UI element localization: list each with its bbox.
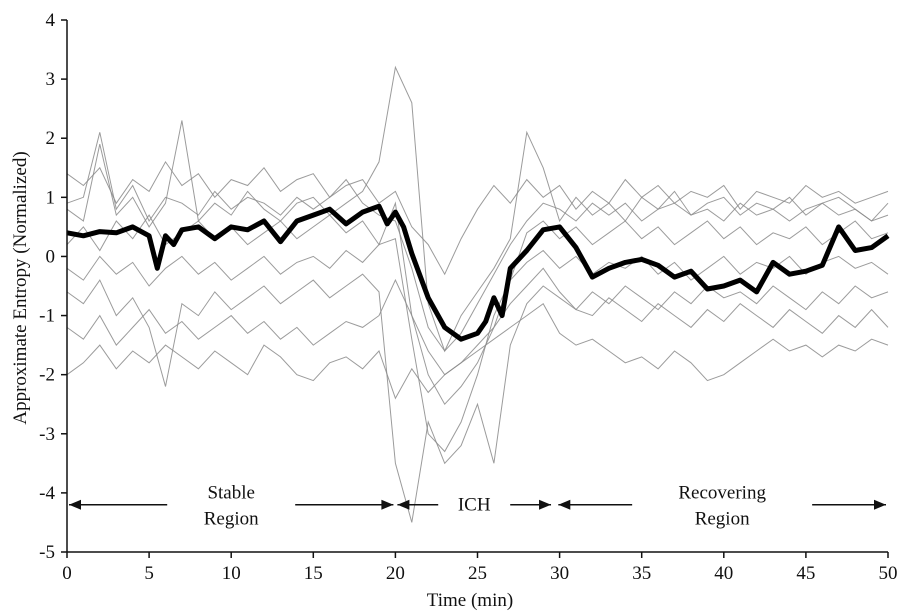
y-tick-label: -1 — [39, 306, 55, 327]
annotation-label: Region — [695, 509, 750, 530]
x-tick-label: 15 — [304, 563, 323, 584]
arrow-right-head — [381, 499, 394, 510]
individual-series-group — [66, 65, 889, 523]
y-tick-label: 4 — [46, 10, 56, 31]
y-tick-label: 0 — [46, 246, 56, 267]
individual-series-line-4 — [66, 238, 889, 453]
annotation-ich: ICH — [397, 495, 552, 516]
annotation-recovering: Recovering Region — [558, 483, 886, 530]
annotation-label: ICH — [458, 495, 491, 516]
x-tick-label: 35 — [632, 563, 651, 584]
y-tick-label: -3 — [39, 424, 55, 445]
individual-series-line-5 — [66, 273, 889, 523]
arrow-left-head — [558, 499, 571, 510]
mean-series-group — [66, 203, 890, 342]
x-axis-label: Time (min) — [427, 590, 513, 611]
y-tick-label: 2 — [46, 128, 56, 149]
x-tick-label: 40 — [714, 563, 733, 584]
x-tick-label: 30 — [550, 563, 569, 584]
y-axis-label: Approximate Entropy (Normalized) — [10, 151, 31, 424]
individual-series-line-3 — [66, 201, 889, 406]
annotation-stable: Stable Region — [69, 483, 394, 530]
individual-series-line-6 — [66, 267, 889, 376]
y-tick-label: -4 — [39, 483, 55, 504]
x-tick-label: 20 — [386, 563, 405, 584]
annotation-label: Region — [204, 509, 259, 530]
x-tick-label: 45 — [796, 563, 815, 584]
individual-series-line-8 — [66, 132, 889, 352]
annotation-label: Recovering — [678, 483, 766, 504]
y-tick-label: 3 — [46, 69, 56, 90]
x-tick-label: 10 — [222, 563, 241, 584]
y-tick-label: -2 — [39, 365, 55, 386]
mean-series-line — [66, 203, 890, 342]
arrow-right-head — [539, 499, 552, 510]
arrow-left-head — [69, 499, 81, 510]
annotation-label: Stable — [207, 483, 255, 504]
arrow-left-head — [397, 499, 410, 510]
x-tick-label: 50 — [879, 563, 898, 584]
x-tick-label: 0 — [62, 563, 72, 584]
y-tick-label: -5 — [39, 542, 55, 563]
individual-series-line-7 — [66, 302, 889, 400]
individual-series-line-1 — [66, 160, 889, 276]
y-tick-label: 1 — [46, 187, 56, 208]
arrow-right-head — [874, 499, 886, 510]
x-tick-label: 25 — [468, 563, 487, 584]
individual-series-line-2 — [66, 65, 889, 353]
phase-annotations: Stable Region ICH Recovering Region — [69, 483, 886, 530]
x-tick-label: 5 — [144, 563, 154, 584]
